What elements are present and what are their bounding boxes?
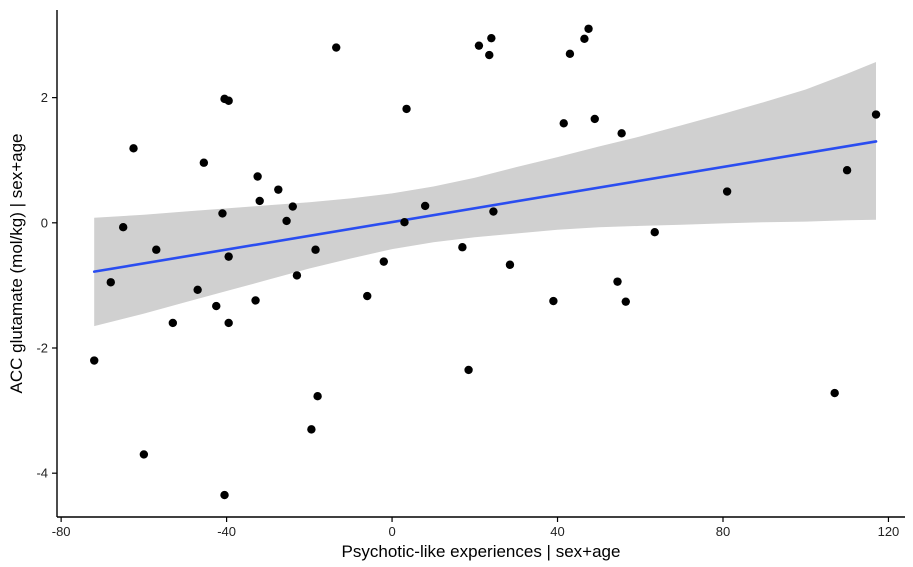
ticks-layer: -80 -40 0 40 80 120 -4 -2 0 2 (36, 90, 899, 539)
data-point (313, 391, 322, 401)
data-point (830, 388, 839, 398)
data-point (220, 490, 229, 500)
data-point (559, 119, 568, 128)
x-tick-label: 40 (550, 524, 564, 539)
data-point (253, 172, 262, 181)
confidence-band (94, 62, 876, 327)
data-point (842, 166, 852, 175)
data-point (106, 278, 115, 287)
data-point (224, 318, 233, 328)
data-point (288, 202, 297, 211)
data-point (580, 34, 589, 43)
x-tick-label: 120 (878, 524, 900, 539)
data-point (489, 207, 498, 216)
y-tick-label: -4 (36, 466, 48, 481)
data-point (251, 296, 260, 305)
data-point (621, 297, 630, 306)
data-point (458, 243, 467, 252)
data-point (311, 245, 320, 254)
data-point (464, 365, 473, 375)
confidence-band-layer (94, 62, 876, 327)
y-tick-label: 0 (41, 215, 48, 230)
data-point (487, 33, 496, 43)
data-point (255, 196, 264, 206)
regression-line (92, 140, 878, 273)
data-point (650, 228, 659, 237)
data-point (193, 285, 202, 294)
data-point (218, 209, 227, 218)
data-point (307, 425, 316, 434)
data-point (292, 271, 302, 280)
data-point (224, 96, 233, 105)
data-point (363, 291, 372, 301)
data-point (282, 216, 291, 226)
data-point (118, 222, 128, 232)
data-point (402, 104, 411, 114)
data-point (332, 43, 341, 52)
data-point (400, 217, 409, 227)
data-point (617, 129, 626, 138)
axes-layer (56, 10, 905, 518)
x-axis-title: Psychotic-like experiences | sex+age (342, 542, 621, 561)
data-point (584, 24, 593, 33)
data-points-layer (90, 24, 881, 500)
data-point (139, 450, 149, 459)
x-tick-label: -40 (217, 524, 236, 539)
data-point (379, 257, 388, 266)
data-point (199, 158, 209, 167)
data-point (274, 185, 283, 194)
data-point (152, 245, 161, 254)
data-point (871, 110, 881, 119)
data-point (212, 301, 221, 311)
x-tick-label: 80 (716, 524, 730, 539)
data-point (565, 49, 575, 59)
x-tick-label: -80 (52, 524, 71, 539)
data-point (485, 50, 494, 60)
data-point (168, 318, 178, 328)
x-tick-label: 0 (388, 524, 395, 539)
data-point (224, 252, 233, 261)
data-point (129, 144, 138, 153)
data-point (549, 296, 558, 306)
data-point (90, 356, 99, 365)
fit-line-layer (92, 140, 878, 273)
y-tick-label: -2 (36, 341, 48, 356)
y-tick-label: 2 (41, 90, 48, 105)
data-point (613, 277, 622, 286)
data-point (420, 201, 430, 211)
data-point (474, 41, 484, 50)
data-point (505, 260, 515, 269)
data-point (722, 187, 732, 196)
data-point (590, 114, 599, 124)
y-axis-title: ACC glutamate (mol/kg) | sex+age (7, 134, 26, 394)
